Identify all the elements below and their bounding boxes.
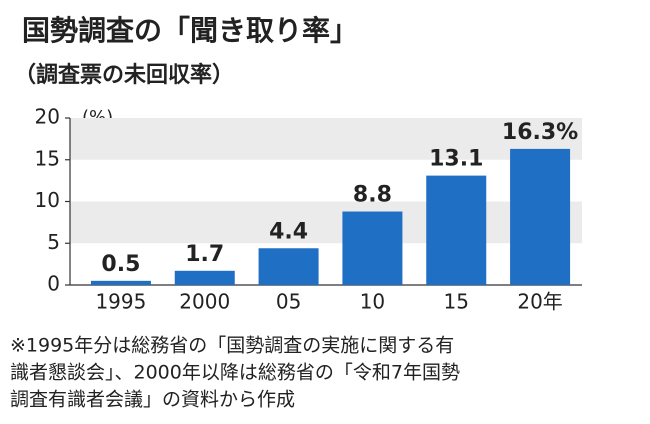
y-tick-label: 10: [35, 188, 60, 212]
y-tick-label: 15: [35, 146, 60, 170]
bar: [174, 270, 235, 285]
y-tick-label: 5: [47, 230, 60, 254]
chart-subtitle: （調査票の未回収率）: [14, 62, 234, 88]
value-label: 0.5: [101, 252, 140, 277]
value-label: 13.1: [429, 147, 483, 172]
bar: [342, 211, 403, 285]
note-line: ※1995年分は総務省の「国勢調査の実施に関する有: [10, 335, 454, 357]
value-label: 8.8: [353, 183, 392, 208]
note-line: 調査有識者会議」の資料から作成: [10, 389, 295, 411]
value-label: 1.7: [185, 242, 224, 267]
x-tick-label: 15: [444, 290, 469, 314]
y-tick-label: 20: [35, 105, 60, 129]
y-tick-label: 0: [47, 272, 60, 296]
bar: [90, 280, 151, 285]
bar: [426, 175, 487, 285]
chart-title: 国勢調査の「聞き取り率」: [22, 14, 358, 47]
value-label: 16.3%: [502, 120, 578, 145]
x-tick-label: 1995: [95, 290, 146, 314]
grid-band: [70, 201, 582, 244]
bar: [258, 248, 319, 285]
note-line: 識者懇談会」、2000年以降は総務省の「令和7年国勢: [10, 362, 460, 384]
x-tick-label: 20年: [517, 290, 562, 314]
grid-band: [70, 118, 582, 160]
x-tick-label: 10: [360, 290, 385, 314]
x-tick-label: 05: [276, 290, 301, 314]
bar: [510, 148, 571, 285]
x-tick-label: 2000: [179, 290, 230, 314]
value-label: 4.4: [269, 219, 308, 244]
